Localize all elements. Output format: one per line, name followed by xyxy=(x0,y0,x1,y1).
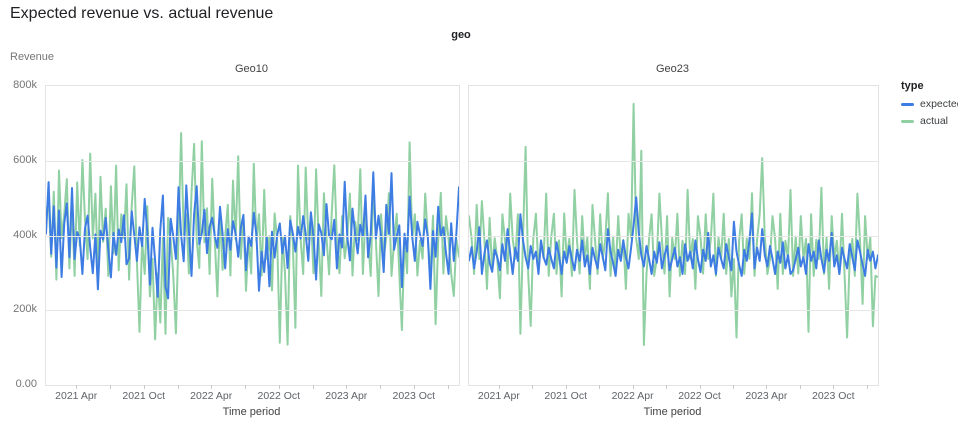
gridline xyxy=(469,160,878,162)
x-axis-tick xyxy=(666,385,668,389)
x-axis-title: Time period xyxy=(643,406,702,418)
x-axis-tick xyxy=(177,385,179,389)
x-axis-tick xyxy=(211,385,213,389)
x-tick-label: 2022 Oct xyxy=(678,390,721,402)
chart-panel-geo10[interactable] xyxy=(45,85,460,386)
legend-title: type xyxy=(901,80,924,92)
series-line-expected xyxy=(46,171,459,300)
x-axis-tick xyxy=(833,385,835,389)
y-axis-tick-labels: 0.00 200k 400k 600k 800k xyxy=(0,0,41,424)
legend-item-expected[interactable]: expected xyxy=(901,98,958,110)
x-tick-label: 2021 Apr xyxy=(55,390,98,402)
x-axis-tick xyxy=(732,385,734,389)
x-axis-tick xyxy=(799,385,801,389)
chart-title: Expected revenue vs. actual revenue xyxy=(10,5,274,22)
x-tick-label: 2023 Apr xyxy=(325,390,368,402)
chart-panel-geo23[interactable] xyxy=(468,85,879,386)
gridline xyxy=(46,160,459,162)
y-tick-label: 800k xyxy=(13,79,37,91)
x-axis-tick xyxy=(413,385,415,389)
x-axis-tick xyxy=(599,385,601,389)
line-chart-geo23[interactable] xyxy=(469,86,878,385)
facet-title-geo10: Geo10 xyxy=(234,63,269,75)
y-tick-label: 600k xyxy=(13,153,37,166)
legend-item-label: actual xyxy=(920,115,949,127)
legend-item-actual[interactable]: actual xyxy=(901,115,958,127)
x-tick-label: 2021 Apr xyxy=(477,390,520,402)
line-chart-geo10[interactable] xyxy=(46,86,459,385)
x-axis-tick xyxy=(278,385,280,389)
y-tick-label: 0.00 xyxy=(15,378,37,390)
y-tick-label: 400k xyxy=(13,228,37,241)
facet-title-geo23: Geo23 xyxy=(655,63,690,75)
x-tick-label: 2021 Oct xyxy=(544,390,587,402)
x-tick-label: 2022 Oct xyxy=(257,390,301,402)
legend: type expected actual xyxy=(901,80,958,132)
x-tick-label: 2023 Oct xyxy=(811,390,855,402)
gridline xyxy=(469,235,878,237)
gridline xyxy=(46,235,459,237)
x-axis-tick xyxy=(532,385,534,389)
x-axis-tick xyxy=(76,385,78,389)
x-axis-tick xyxy=(447,385,449,389)
legend-item-label: expected xyxy=(920,98,958,110)
x-axis-tick xyxy=(498,385,500,389)
x-axis-tick xyxy=(766,385,768,389)
x-axis-tick xyxy=(565,385,567,389)
y-tick-label: 200k xyxy=(13,303,37,316)
x-axis-tick xyxy=(380,385,382,389)
x-axis-tick xyxy=(699,385,701,389)
x-axis-tick xyxy=(109,385,111,389)
x-tick-label: 2021 Oct xyxy=(122,390,165,402)
x-axis-tick xyxy=(143,385,145,389)
x-axis-tick xyxy=(346,385,348,389)
actual-line-swatch-icon xyxy=(901,119,914,123)
series-line-actual xyxy=(469,102,878,346)
x-tick-label: 2023 Apr xyxy=(745,390,788,402)
x-axis-tick xyxy=(866,385,868,389)
gridline xyxy=(46,310,459,312)
series-line-expected xyxy=(469,196,878,277)
x-tick-label: 2022 Apr xyxy=(611,390,654,402)
expected-line-swatch-icon xyxy=(901,102,914,106)
gridline xyxy=(469,310,878,312)
x-axis-title: Time period xyxy=(222,406,281,418)
facet-field-label: geo xyxy=(451,29,471,41)
x-tick-label: 2023 Oct xyxy=(392,390,436,402)
x-axis-tick xyxy=(245,385,246,389)
y-axis-title: Revenue xyxy=(10,51,55,63)
x-tick-label: 2022 Apr xyxy=(190,390,233,402)
x-axis-tick xyxy=(632,385,634,389)
x-axis-tick xyxy=(312,385,314,389)
